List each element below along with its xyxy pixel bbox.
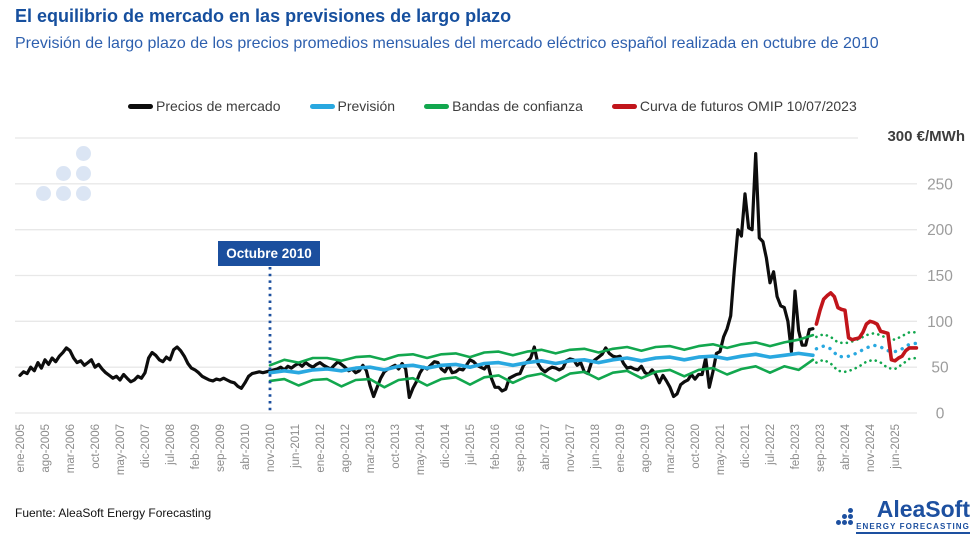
gridlines — [15, 137, 917, 414]
confidence-bands-line-swatch — [424, 103, 450, 109]
svg-text:feb-2016: feb-2016 — [490, 424, 502, 469]
logo-tagline: ENERGY FORECASTING — [856, 522, 970, 534]
logo-name: AleaSoft — [876, 496, 970, 522]
forecast-date-annotation: Octubre 2010 — [218, 241, 320, 266]
x-axis-labels: ene-2005 ago-2005 mar-2006 oct-2006 may-2007… — [15, 423, 902, 475]
svg-text:abr-2010: abr-2010 — [240, 424, 252, 470]
aleasoft-logo: AleaSoft ENERGY FORECASTING — [836, 498, 970, 534]
source-credit: Fuente: AleaSoft Energy Forecasting — [15, 506, 212, 520]
svg-text:nov-2017: nov-2017 — [565, 424, 577, 472]
svg-text:50: 50 — [931, 360, 949, 377]
svg-text:ene-2019: ene-2019 — [615, 424, 627, 473]
svg-text:abr-2024: abr-2024 — [840, 423, 852, 470]
watermark-dot — [36, 186, 51, 201]
watermark-dot — [56, 186, 71, 201]
series-line — [268, 358, 815, 389]
svg-text:dic-2021: dic-2021 — [740, 424, 752, 468]
y-axis-labels: 250 200 150 100 50 0 — [927, 176, 953, 422]
svg-text:sep-2009: sep-2009 — [215, 424, 227, 472]
svg-text:ene-2012: ene-2012 — [315, 424, 327, 473]
svg-text:may-2021: may-2021 — [715, 424, 727, 475]
series-line — [18, 152, 815, 399]
svg-text:100: 100 — [927, 314, 953, 331]
svg-text:mar-2006: mar-2006 — [65, 424, 77, 473]
page-subtitle: Previsión de largo plazo de los precios … — [15, 35, 879, 52]
watermark-dot — [56, 166, 71, 181]
legend-label: Previsión — [337, 98, 396, 114]
svg-text:ago-2019: ago-2019 — [640, 424, 652, 473]
legend-label: Precios de mercado — [156, 98, 281, 114]
omip-futures-line-swatch — [611, 103, 637, 109]
svg-text:250: 250 — [927, 176, 953, 193]
svg-text:jun-2011: jun-2011 — [290, 424, 302, 469]
series-line — [815, 331, 918, 345]
forecast-line-swatch — [309, 103, 335, 109]
svg-text:sep-2023: sep-2023 — [815, 424, 827, 472]
svg-text:feb-2009: feb-2009 — [190, 424, 202, 469]
svg-text:oct-2013: oct-2013 — [390, 424, 402, 469]
watermark-dot-empty — [36, 166, 51, 181]
series-line — [814, 291, 919, 363]
svg-text:jul-2008: jul-2008 — [165, 424, 177, 466]
y-axis-unit-label: 300 €/MWh — [887, 128, 965, 145]
legend-item-forecast: Previsión — [309, 98, 396, 114]
market-prices-line-swatch — [128, 103, 153, 109]
legend-item-confidence-bands: Bandas de confianza — [424, 98, 583, 114]
legend-item-omip-futures: Curva de futuros OMIP 10/07/2023 — [611, 98, 857, 114]
svg-text:oct-2006: oct-2006 — [90, 424, 102, 469]
watermark-dot — [76, 186, 91, 201]
legend-label: Bandas de confianza — [452, 98, 583, 114]
svg-text:nov-2024: nov-2024 — [865, 423, 877, 472]
svg-text:jul-2022: jul-2022 — [765, 424, 777, 466]
svg-text:sep-2016: sep-2016 — [515, 424, 527, 472]
svg-text:150: 150 — [927, 268, 953, 285]
legend-label: Curva de futuros OMIP 10/07/2023 — [639, 98, 857, 114]
svg-text:abr-2017: abr-2017 — [540, 424, 552, 470]
watermark-dot-empty — [36, 146, 51, 161]
chart-legend: Precios de mercado Previsión Bandas de c… — [128, 98, 857, 114]
series-line — [815, 356, 918, 374]
svg-text:dic-2007: dic-2007 — [140, 424, 152, 468]
watermark-dot-empty — [56, 146, 71, 161]
watermark-dot — [76, 166, 91, 181]
svg-text:200: 200 — [927, 222, 953, 239]
svg-text:oct-2020: oct-2020 — [690, 424, 702, 469]
aleasoft-logo-dots-icon — [836, 508, 854, 525]
svg-text:jun-2018: jun-2018 — [590, 424, 602, 470]
svg-text:may-2007: may-2007 — [115, 424, 127, 475]
svg-text:mar-2013: mar-2013 — [365, 424, 377, 473]
svg-text:jul-2015: jul-2015 — [465, 424, 477, 466]
legend-item-market-prices: Precios de mercado — [128, 98, 281, 114]
svg-text:jun-2025: jun-2025 — [890, 424, 902, 470]
svg-text:ago-2005: ago-2005 — [40, 424, 52, 473]
svg-text:nov-2010: nov-2010 — [265, 424, 277, 472]
svg-text:mar-2020: mar-2020 — [665, 424, 677, 473]
svg-text:0: 0 — [936, 406, 945, 423]
svg-text:may-2014: may-2014 — [415, 423, 427, 475]
watermark-dots — [36, 146, 91, 201]
watermark-dot — [76, 146, 91, 161]
svg-text:ago-2012: ago-2012 — [340, 424, 352, 473]
svg-text:dic-2014: dic-2014 — [440, 423, 452, 468]
aleasoft-logo-text: AleaSoft ENERGY FORECASTING — [856, 498, 970, 534]
svg-text:ene-2005: ene-2005 — [15, 424, 27, 473]
series-line — [268, 333, 815, 367]
svg-text:feb-2023: feb-2023 — [790, 424, 802, 469]
page-title: El equilibrio de mercado en las previsio… — [15, 6, 512, 26]
series-line — [268, 351, 815, 375]
